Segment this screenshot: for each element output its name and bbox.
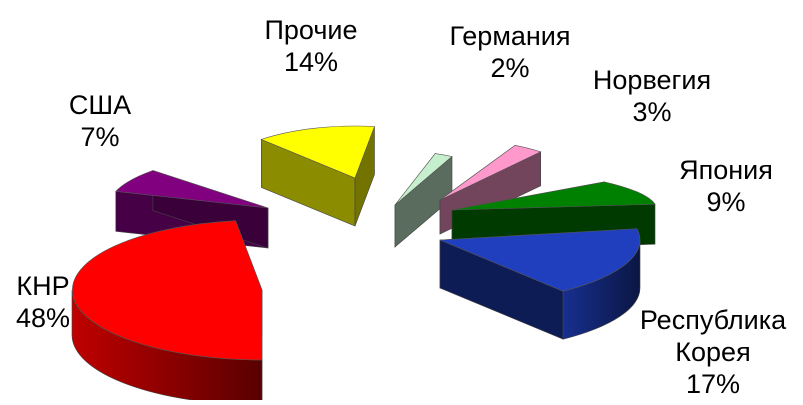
pie-slice-top-other [260, 125, 375, 179]
slice-value-japan: 9% [706, 187, 746, 217]
pie-slice-top-norway [439, 144, 542, 201]
pie-slice-top-usa [115, 170, 269, 209]
slice-name-korea-2: Корея [675, 337, 751, 367]
slice-value-knr: 48% [15, 303, 71, 333]
slice-value-korea: 17% [685, 369, 741, 399]
slice-label-korea: Республика Корея 17% [623, 304, 803, 400]
pie-slice-other [260, 125, 375, 227]
slice-label-knr: КНР 48% [0, 270, 86, 334]
slice-value-other: 14% [283, 47, 339, 77]
slice-name-norway: Норвегия [592, 65, 712, 95]
pie-slice-knr [71, 220, 263, 405]
slice-name-korea-1: Республика [639, 305, 787, 335]
slice-name-usa: США [68, 90, 132, 120]
slice-value-germany: 2% [490, 53, 530, 83]
slice-label-other: Прочие 14% [245, 14, 377, 78]
slice-value-usa: 7% [80, 122, 120, 152]
slice-value-norway: 3% [632, 97, 672, 127]
slice-name-germany: Германия [449, 21, 571, 51]
pie-slice-top-korea [439, 228, 641, 292]
slice-name-knr: КНР [16, 271, 70, 301]
slice-label-norway: Норвегия 3% [576, 64, 728, 128]
pie-slice-top-germany [394, 153, 453, 206]
slice-label-japan: Япония 9% [665, 154, 787, 218]
pie-slice-korea [439, 228, 641, 340]
pie-slice-top-knr [72, 220, 263, 361]
slice-label-germany: Германия 2% [435, 20, 585, 84]
slice-name-japan: Япония [679, 155, 773, 185]
pie-slice-top-japan [451, 181, 656, 211]
slice-label-usa: США 7% [58, 89, 142, 153]
slice-name-other: Прочие [264, 15, 358, 45]
